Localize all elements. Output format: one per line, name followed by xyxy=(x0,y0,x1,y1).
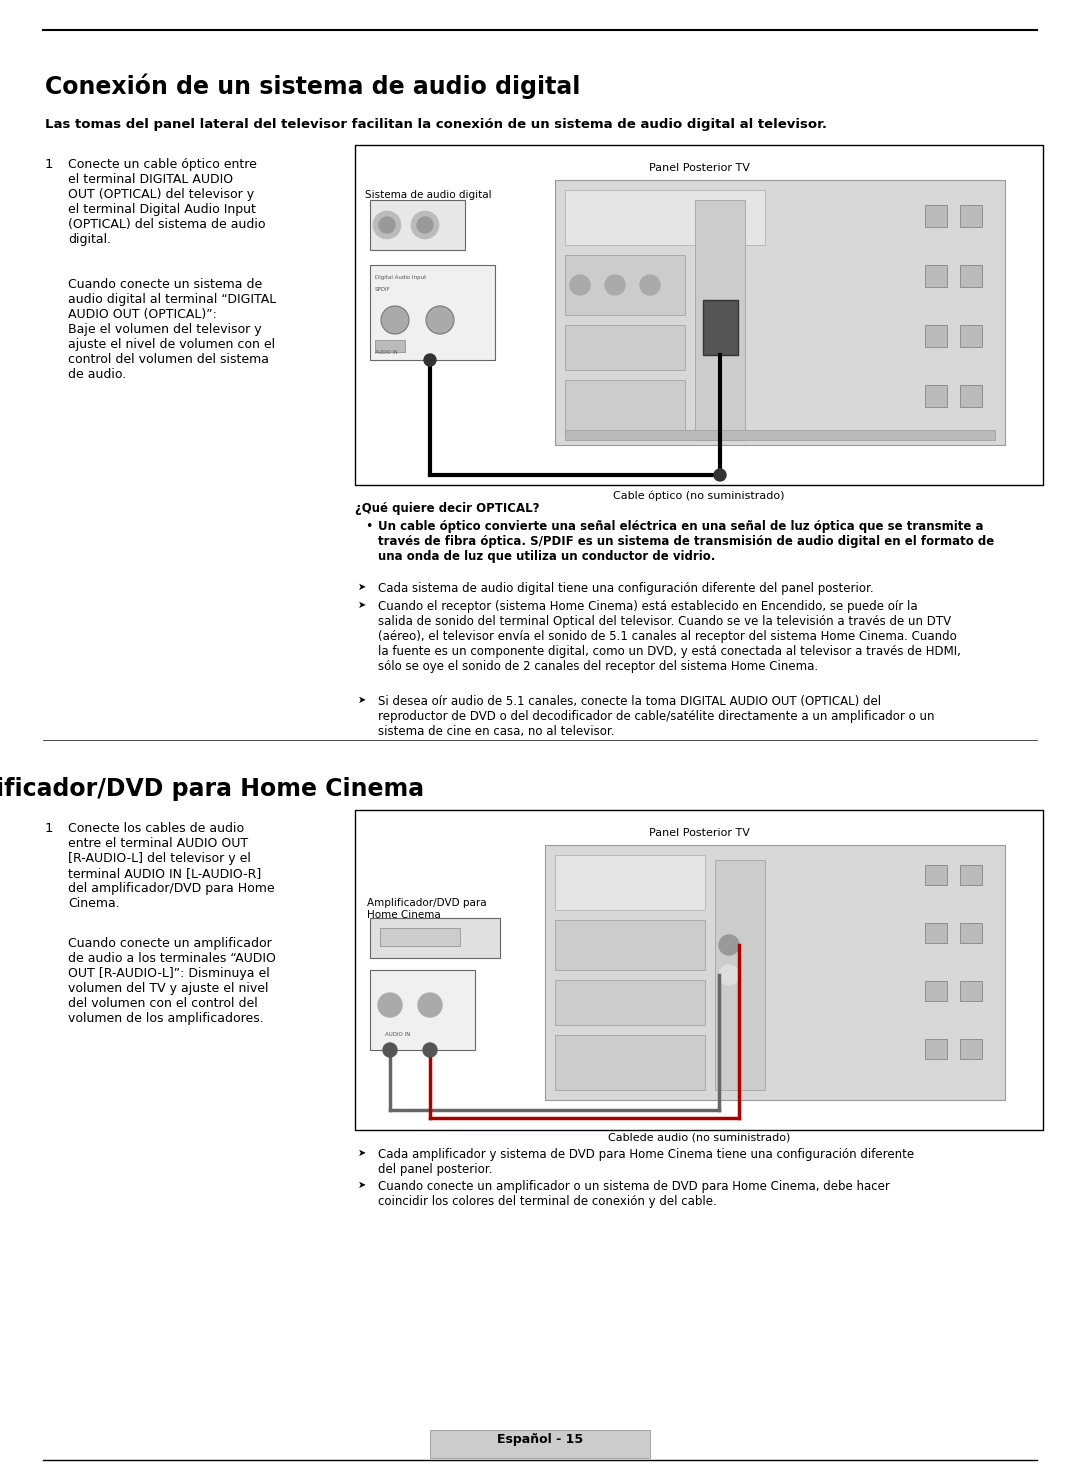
Circle shape xyxy=(378,993,402,1017)
Bar xyxy=(565,324,685,370)
Bar xyxy=(565,380,685,435)
Bar xyxy=(555,855,705,909)
Text: Cada amplificador y sistema de DVD para Home Cinema tiene una configuración dife: Cada amplificador y sistema de DVD para … xyxy=(378,1148,914,1176)
Bar xyxy=(696,200,745,441)
Circle shape xyxy=(719,965,739,985)
Circle shape xyxy=(423,1044,437,1057)
Circle shape xyxy=(424,354,436,366)
Bar xyxy=(960,1039,982,1058)
Bar xyxy=(924,265,947,287)
Bar xyxy=(355,811,1043,1131)
Text: Cuando conecte un amplificador o un sistema de DVD para Home Cinema, debe hacer
: Cuando conecte un amplificador o un sist… xyxy=(378,1181,890,1209)
Text: Amplificador/DVD para
Home Cinema: Amplificador/DVD para Home Cinema xyxy=(367,898,487,920)
Bar xyxy=(565,430,995,441)
Text: SPDIF: SPDIF xyxy=(375,287,391,292)
Text: ➤: ➤ xyxy=(357,1181,366,1190)
Text: ➤: ➤ xyxy=(357,582,366,593)
Bar xyxy=(565,255,685,315)
Text: Cuando conecte un sistema de
audio digital al terminal “DIGITAL
AUDIO OUT (OPTIC: Cuando conecte un sistema de audio digit… xyxy=(68,279,276,380)
Circle shape xyxy=(714,469,726,481)
Bar xyxy=(555,180,1005,445)
Bar xyxy=(924,982,947,1001)
Circle shape xyxy=(381,307,409,335)
Circle shape xyxy=(605,276,625,295)
Text: Conecte los cables de audio
entre el terminal AUDIO OUT
[R-AUDIO-L] del televiso: Conecte los cables de audio entre el ter… xyxy=(68,822,274,909)
Circle shape xyxy=(417,217,433,233)
Circle shape xyxy=(383,1044,397,1057)
Bar xyxy=(555,920,705,970)
Bar xyxy=(924,324,947,346)
Bar xyxy=(715,859,765,1089)
Bar xyxy=(355,144,1043,485)
Bar xyxy=(960,923,982,943)
Text: ¿Qué quiere decir OPTICAL?: ¿Qué quiere decir OPTICAL? xyxy=(355,503,540,514)
Bar xyxy=(924,923,947,943)
Bar xyxy=(370,970,475,1049)
Text: AUDIO IN: AUDIO IN xyxy=(384,1032,410,1038)
Text: Cablede audio (no suministrado): Cablede audio (no suministrado) xyxy=(608,1132,791,1142)
Circle shape xyxy=(426,307,454,335)
Text: ➤: ➤ xyxy=(357,696,366,705)
Circle shape xyxy=(640,276,660,295)
Bar xyxy=(565,190,765,245)
Text: Panel Posterior TV: Panel Posterior TV xyxy=(649,828,750,839)
Bar xyxy=(924,385,947,407)
Text: •: • xyxy=(365,520,373,534)
Bar xyxy=(924,1039,947,1058)
Bar xyxy=(555,1035,705,1089)
Circle shape xyxy=(418,993,442,1017)
Text: AUDIO IN: AUDIO IN xyxy=(375,349,397,355)
Bar xyxy=(960,982,982,1001)
Bar xyxy=(960,865,982,884)
Bar xyxy=(430,1430,650,1458)
Text: Español - 15: Español - 15 xyxy=(497,1433,583,1446)
Circle shape xyxy=(411,211,438,239)
Text: Sistema de audio digital: Sistema de audio digital xyxy=(365,190,491,200)
Bar xyxy=(924,865,947,884)
Text: Conecte un cable óptico entre
el terminal DIGITAL AUDIO
OUT (OPTICAL) del televi: Conecte un cable óptico entre el termina… xyxy=(68,158,266,246)
Text: Un cable óptico convierte una señal eléctrica en una señal de luz óptica que se : Un cable óptico convierte una señal eléc… xyxy=(378,520,995,563)
Text: Cuando conecte un amplificador
de audio a los terminales “AUDIO
OUT [R-AUDIO-L]”: Cuando conecte un amplificador de audio … xyxy=(68,937,275,1024)
Bar xyxy=(370,200,465,251)
Text: Cuando el receptor (sistema Home Cinema) está establecido en Encendido, se puede: Cuando el receptor (sistema Home Cinema)… xyxy=(378,600,961,674)
Text: Conexión de un sistema de audio digital: Conexión de un sistema de audio digital xyxy=(45,74,580,99)
Bar xyxy=(924,205,947,227)
Bar xyxy=(375,340,405,352)
Text: Cable óptico (no suministrado): Cable óptico (no suministrado) xyxy=(613,489,785,501)
Text: 1: 1 xyxy=(45,822,54,834)
Bar xyxy=(555,980,705,1024)
Bar xyxy=(370,265,495,360)
Text: Si desea oír audio de 5.1 canales, conecte la toma DIGITAL AUDIO OUT (OPTICAL) d: Si desea oír audio de 5.1 canales, conec… xyxy=(378,696,934,738)
Text: ➤: ➤ xyxy=(357,600,366,610)
Bar xyxy=(960,205,982,227)
Circle shape xyxy=(379,217,395,233)
Circle shape xyxy=(373,211,401,239)
Text: 1: 1 xyxy=(45,158,54,171)
Circle shape xyxy=(719,935,739,955)
Bar xyxy=(960,265,982,287)
Text: ➤: ➤ xyxy=(357,1148,366,1159)
Bar xyxy=(370,918,500,958)
Circle shape xyxy=(570,276,590,295)
Text: Las tomas del panel lateral del televisor facilitan la conexión de un sistema de: Las tomas del panel lateral del televiso… xyxy=(45,118,827,131)
Bar xyxy=(380,929,460,946)
Text: Conexión de un amplificador/DVD para Home Cinema: Conexión de un amplificador/DVD para Hom… xyxy=(0,775,424,800)
Text: Panel Posterior TV: Panel Posterior TV xyxy=(649,164,750,172)
Bar xyxy=(703,301,738,355)
Bar xyxy=(545,845,1005,1100)
Text: Digital Audio Input: Digital Audio Input xyxy=(375,276,427,280)
Bar xyxy=(960,385,982,407)
Text: Cada sistema de audio digital tiene una configuración diferente del panel poster: Cada sistema de audio digital tiene una … xyxy=(378,582,874,595)
Bar xyxy=(960,324,982,346)
